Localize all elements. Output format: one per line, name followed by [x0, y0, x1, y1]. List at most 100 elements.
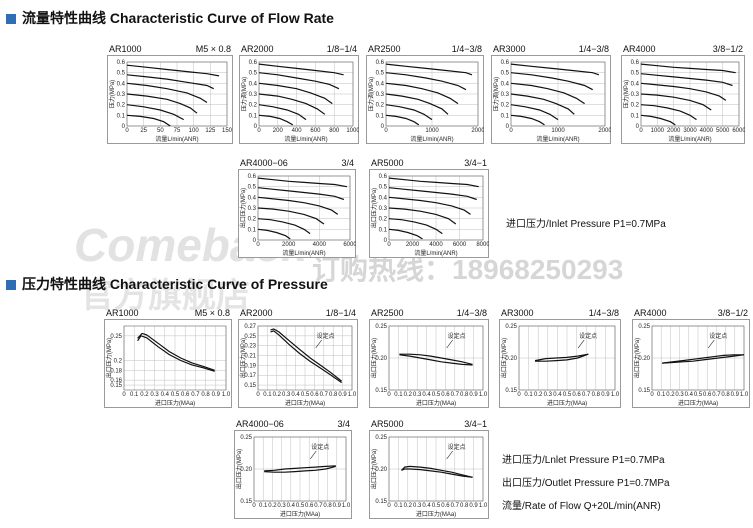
x-tick-label: 0 — [509, 128, 513, 134]
y-tick-label: 0.3 — [501, 92, 510, 98]
x-tick-label: 4000 — [700, 128, 714, 134]
series-line — [662, 354, 744, 364]
x-tick-label: 0.8 — [323, 503, 332, 509]
plot-area — [388, 325, 484, 391]
x-tick-label: 0 — [650, 392, 654, 398]
x-tick-label: 0.7 — [314, 503, 323, 509]
x-tick-label: 1.0 — [611, 392, 620, 398]
x-tick-label: 0.9 — [212, 392, 221, 398]
series-line — [270, 328, 342, 382]
x-tick-label: 400 — [292, 128, 303, 134]
y-tick-label: 0.1 — [376, 113, 385, 119]
chart-svg: 0 0.1 0.2 0.3 0.4 0.5 0.6 0.7 0.8 0.9 1.0 0.25 0.20 0… — [370, 324, 488, 407]
plot-area — [257, 325, 353, 391]
x-axis-label: 进口压力(MAa) — [416, 399, 456, 407]
x-axis-label: 进口压力(MAa) — [547, 399, 587, 407]
x-tick-label: 5000 — [716, 128, 730, 134]
y-tick-label: 0.4 — [631, 81, 640, 87]
chart-p-ar1000: AR1000 M5 × 0.8 0 0.1 0.2 0.3 0.4 0.5 0.6 0.7 0.8 0… — [104, 308, 232, 408]
series-line — [640, 73, 733, 87]
flow-section-title: 流量特性曲线 Characteristic Curve of Flow Rate — [6, 8, 334, 28]
chart-port-label: 1/4−3/8 — [588, 308, 619, 318]
chart-port-label: M5 × 0.8 — [194, 308, 230, 318]
chart-f-ar400006: AR4000−06 3/4 0 2000 4000 6000 0 0.1 0.2 0.3 0.4 0.… — [238, 158, 356, 258]
y-tick-label: 0.3 — [249, 92, 258, 98]
x-tick-label: 0.3 — [413, 503, 422, 509]
x-tick-label: 0 — [517, 392, 521, 398]
series-line — [385, 63, 473, 76]
y-tick-label: 0.27 — [244, 324, 256, 330]
x-tick-label: 0 — [125, 128, 129, 134]
series-line — [126, 64, 220, 77]
chart-svg: 0 1000 2000 0 0.1 0.2 0.3 0.4 0.5 0.6 流量L/min(ANR)… — [492, 60, 611, 143]
chart-port-label: 3/4 — [337, 419, 350, 429]
set-point-label: 设定点 — [317, 332, 335, 340]
series-line — [264, 465, 336, 472]
chart-svg: 0 2000 4000 6000 0 0.1 0.2 0.3 0.4 0.5 0.6 流量L/min(… — [239, 174, 356, 257]
series-line — [126, 74, 214, 90]
chart-port-label: M5 × 0.8 — [195, 44, 231, 54]
chart-model-label: AR1000 — [109, 44, 142, 54]
x-axis-label: 进口压力(MAa) — [285, 399, 325, 407]
series-line — [385, 82, 459, 105]
series-line — [257, 177, 348, 188]
chart-svg: 0 200 400 600 800 1000 0 0.1 0.2 0.3 0.4 0.5 0.6 流量L/… — [240, 60, 359, 143]
x-tick-label: 125 — [205, 128, 216, 134]
pressure-flow-note: 流量/Rate of Flow Q+20L/min(ANR) — [502, 501, 661, 512]
x-tick-label: 75 — [174, 128, 181, 134]
chart-model-label: AR4000−06 — [236, 419, 284, 429]
x-tick-label: 0.8 — [460, 392, 469, 398]
y-tick-label: 0.23 — [244, 344, 256, 350]
x-tick-label: 0.7 — [320, 392, 329, 398]
set-point-leader — [577, 339, 585, 349]
y-tick-label: 0.3 — [376, 92, 385, 98]
x-tick-label: 4000 — [429, 242, 443, 248]
set-point-label: 设定点 — [448, 332, 466, 340]
set-point-label: 设定点 — [311, 443, 329, 451]
chart-model-label: AR4000 — [634, 308, 667, 318]
series-line — [388, 187, 477, 201]
x-tick-label: 0.6 — [703, 392, 712, 398]
y-tick-label: 0.15 — [240, 499, 252, 505]
series-line — [388, 228, 423, 240]
series-line — [385, 114, 420, 126]
set-point-leader — [315, 339, 322, 349]
x-axis-label: 流量L/min(ANR) — [155, 135, 198, 143]
x-tick-label: 0.2 — [404, 503, 413, 509]
chart-model-label: AR2000 — [241, 44, 274, 54]
y-axis-label: 出口压力(MPa) — [105, 338, 113, 378]
x-tick-label: 0 — [252, 503, 256, 509]
y-tick-label: 0.2 — [249, 103, 258, 109]
chart-port-label: 1/4−3/8 — [451, 44, 482, 54]
chart-f-ar3000: AR3000 1/4−3/8 0 1000 2000 0 0.1 0.2 0.3 0.4 0.5 0.… — [491, 44, 611, 144]
y-tick-label: 0.4 — [248, 195, 257, 201]
chart-f-ar5000: AR5000 3/4−1 0 2000 4000 6000 8000 0 0.1 0.2 0.3 0.… — [369, 158, 489, 258]
x-tick-label: 0 — [256, 392, 260, 398]
series-line — [399, 353, 473, 365]
chart-svg: 0 1000 2000 0 0.1 0.2 0.3 0.4 0.5 0.6 流量L/min(ANR)… — [367, 60, 484, 143]
series-line — [258, 82, 333, 105]
x-tick-label: 0.4 — [422, 503, 431, 509]
plot-area — [123, 325, 227, 391]
x-tick-label: 0.3 — [413, 392, 422, 398]
x-tick-label: 6000 — [343, 242, 356, 248]
chart-frame — [104, 319, 232, 408]
y-tick-label: 0.25 — [638, 324, 650, 330]
x-tick-label: 0.6 — [310, 392, 319, 398]
x-tick-label: 0.1 — [394, 503, 403, 509]
series-line — [126, 93, 198, 114]
x-tick-label: 1.0 — [740, 392, 749, 398]
plot-area — [388, 436, 484, 502]
chart-p-ar4000: AR4000 3/8−1/2 0 0.1 0.2 0.3 0.4 0.5 0.6 0.7 0.8 0.… — [632, 308, 750, 408]
x-tick-label: 0.9 — [469, 392, 478, 398]
series-line — [264, 465, 336, 473]
y-tick-label: 0.6 — [501, 60, 510, 66]
series-line — [258, 104, 307, 121]
x-axis-label: 流量L/min(ANR) — [536, 135, 579, 143]
y-tick-label: 0.1 — [117, 113, 126, 119]
y-tick-label: 0.20 — [240, 467, 252, 473]
x-tick-label: 6000 — [732, 128, 745, 134]
x-tick-label: 0 — [387, 503, 391, 509]
series-line — [385, 72, 467, 91]
y-tick-label: 0.4 — [501, 81, 510, 87]
